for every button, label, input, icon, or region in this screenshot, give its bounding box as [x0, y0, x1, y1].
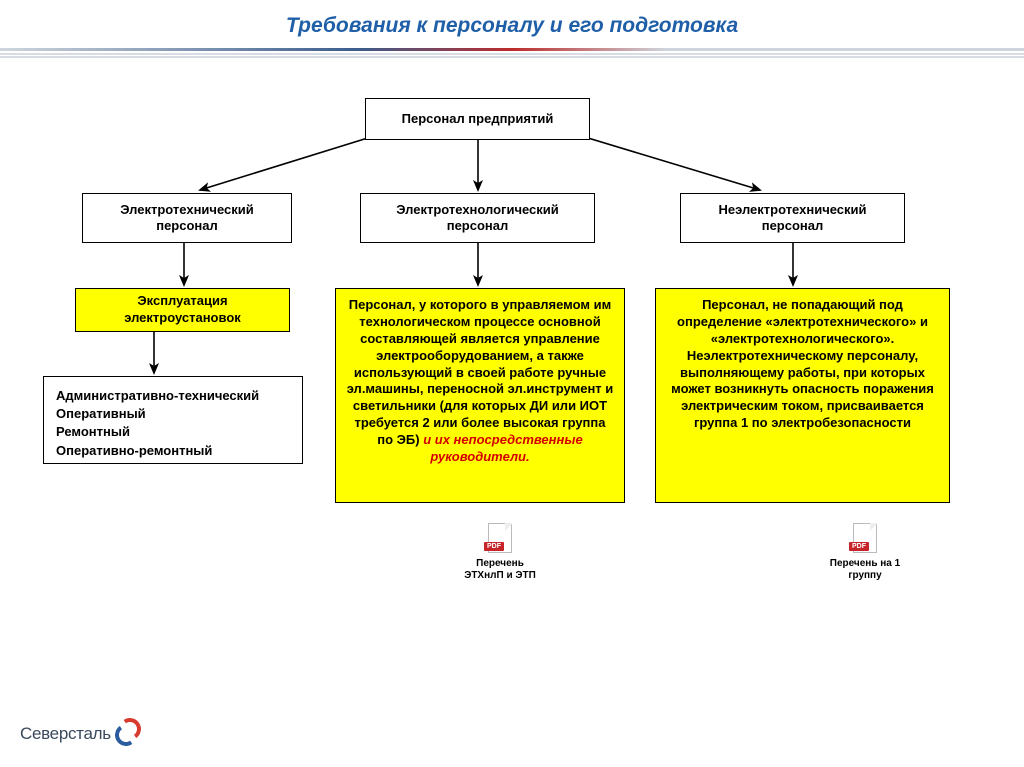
desc-text: Персонал, у которого в управляемом им те… [347, 297, 614, 447]
pdf-caption: Перечень на 1 группу [805, 558, 925, 582]
pdf-link-group1[interactable]: PDF Перечень на 1 группу [805, 523, 925, 582]
node-admin-categories: Административно-техническийОперативныйРе… [43, 376, 303, 464]
node-electrotechnical: Электротехнический персонал [82, 193, 292, 243]
flowchart: Персонал предприятий Электротехнический … [0, 78, 1024, 558]
header-stripe [0, 46, 1024, 58]
page-title: Требования к персоналу и его подготовка [0, 0, 1024, 46]
node-electrotechnological: Электротехнологический персонал [360, 193, 595, 243]
node-root: Персонал предприятий [365, 98, 590, 140]
desc-text: Персонал, не попадающий под определение … [671, 297, 934, 430]
node-exploitation: Эксплуатация электроустановок [75, 288, 290, 332]
pdf-link-etp[interactable]: PDF Перечень ЭТХнлП и ЭТП [440, 523, 560, 582]
node-nonelectrotechnical: Неэлектротехнический персонал [680, 193, 905, 243]
company-logo: Северсталь [20, 721, 141, 747]
logo-mark-icon [115, 721, 141, 747]
pdf-icon: PDF [486, 523, 514, 555]
desc-text-red: и их непосредственные руководители. [420, 432, 583, 464]
pdf-icon: PDF [851, 523, 879, 555]
node-nonelectro-desc: Персонал, не попадающий под определение … [655, 288, 950, 503]
logo-text: Северсталь [20, 724, 111, 744]
node-electrotechnological-desc: Персонал, у которого в управляемом им те… [335, 288, 625, 503]
pdf-caption: Перечень ЭТХнлП и ЭТП [440, 558, 560, 582]
